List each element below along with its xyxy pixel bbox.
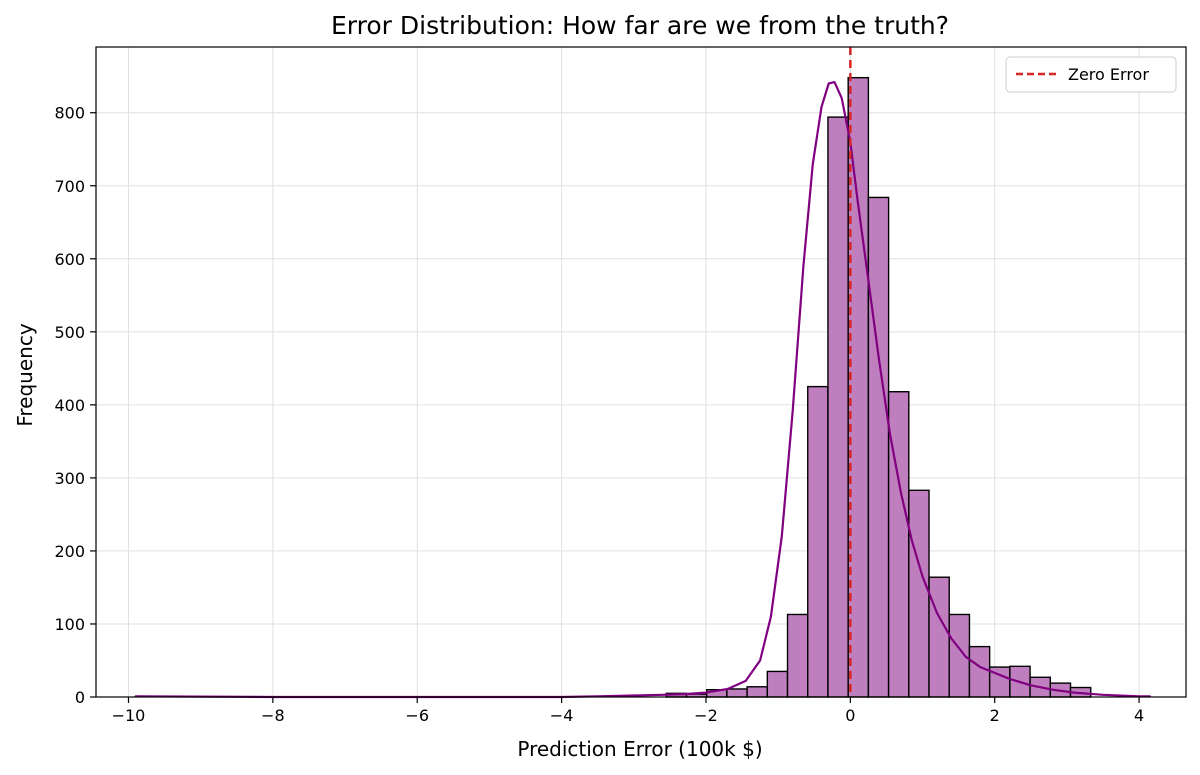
histogram-bar <box>867 196 890 698</box>
y-tick-label: 800 <box>54 104 85 123</box>
histogram-bar <box>928 576 950 698</box>
y-tick-label: 700 <box>54 177 85 196</box>
x-tick-label: −2 <box>694 706 718 725</box>
histogram-bar <box>968 645 991 698</box>
kde-curve <box>134 80 1152 699</box>
x-tick-label: −4 <box>550 706 574 725</box>
y-tick-label: 400 <box>54 396 85 415</box>
histogram-bar <box>948 613 971 698</box>
histogram-bar <box>726 688 748 698</box>
x-axis-title: Prediction Error (100k $) <box>517 737 762 761</box>
kde-line <box>134 80 1152 699</box>
y-axis-ticks: 0 100 200 300 400 500 600 700 800 <box>54 104 96 707</box>
y-tick-label: 200 <box>54 542 85 561</box>
y-tick-label: 100 <box>54 615 85 634</box>
y-axis-title: Frequency <box>13 323 37 426</box>
x-tick-label: 2 <box>990 706 1000 725</box>
plot-frame <box>95 46 1187 698</box>
x-tick-label: −10 <box>112 706 146 725</box>
x-tick-label: 0 <box>845 706 855 725</box>
x-tick-label: 4 <box>1134 706 1144 725</box>
y-tick-label: 500 <box>54 323 85 342</box>
y-tick-label: 600 <box>54 250 85 269</box>
legend-box <box>1005 56 1177 93</box>
x-tick-label: −8 <box>261 706 285 725</box>
histogram-bar <box>766 670 789 698</box>
x-axis-ticks: −10 −8 −6 −4 −2 0 2 4 <box>112 697 1144 725</box>
histogram-bar <box>908 489 930 698</box>
y-tick-label: 0 <box>75 688 85 707</box>
y-tick-label: 300 <box>54 469 85 488</box>
histogram-bar <box>786 613 809 698</box>
legend-label-zero-error: Zero Error <box>1068 65 1149 84</box>
chart-title: Error Distribution: How far are we from … <box>331 11 949 40</box>
histogram-bar <box>807 385 829 698</box>
x-tick-label: −6 <box>405 706 429 725</box>
histogram-bar <box>746 686 769 698</box>
legend: Zero Error <box>1005 56 1177 93</box>
histogram-bar <box>827 116 849 698</box>
